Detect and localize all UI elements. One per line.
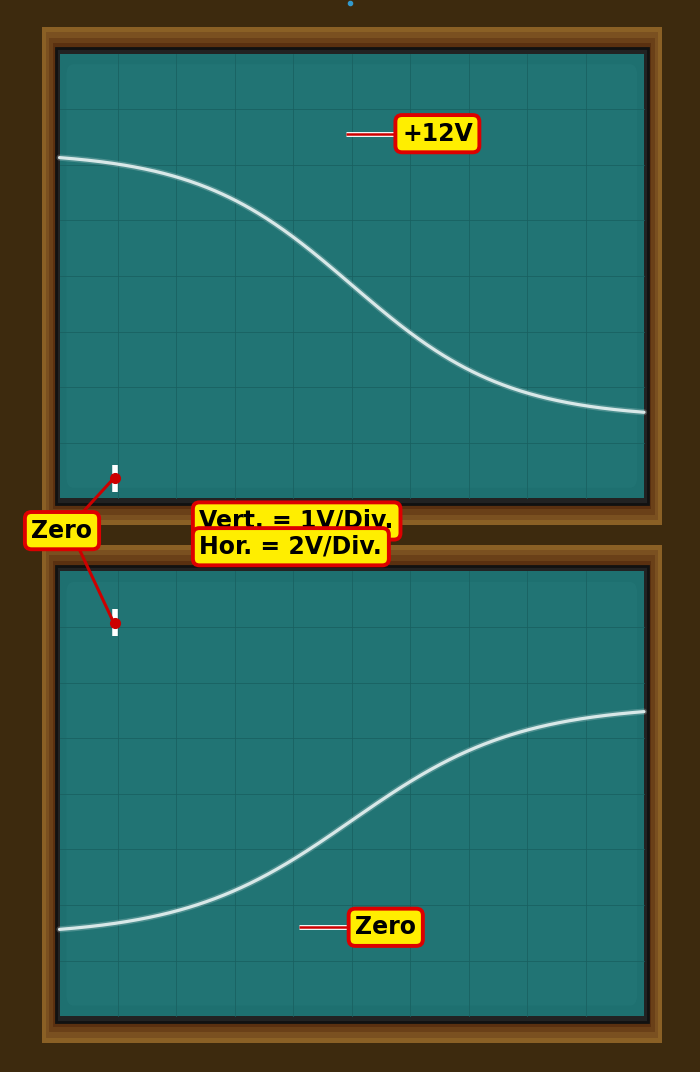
- Text: Zero: Zero: [355, 915, 416, 939]
- Bar: [60, 54, 644, 498]
- Bar: [49, 38, 654, 515]
- Bar: [56, 48, 648, 504]
- Bar: [42, 27, 662, 525]
- Bar: [42, 545, 662, 1043]
- Bar: [46, 550, 658, 1038]
- Bar: [56, 566, 648, 1022]
- Bar: [52, 561, 651, 1027]
- Bar: [52, 43, 651, 509]
- Bar: [60, 571, 644, 1016]
- FancyBboxPatch shape: [66, 582, 637, 1006]
- Bar: [49, 555, 654, 1032]
- Bar: [46, 32, 658, 520]
- Text: Zero: Zero: [32, 519, 92, 542]
- Text: Hor. = 2V/Div.: Hor. = 2V/Div.: [199, 535, 382, 559]
- FancyBboxPatch shape: [66, 64, 637, 488]
- Text: Vert. = 1V/Div.: Vert. = 1V/Div.: [199, 509, 394, 533]
- Text: +12V: +12V: [402, 122, 472, 146]
